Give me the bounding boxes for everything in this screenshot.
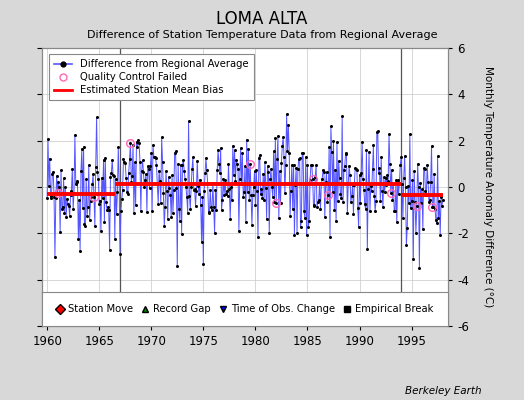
Text: Difference of Station Temperature Data from Regional Average: Difference of Station Temperature Data f… [87,30,437,40]
Text: LOMA ALTA: LOMA ALTA [216,10,308,28]
Text: Berkeley Earth: Berkeley Earth [406,386,482,396]
Legend: Station Move, Record Gap, Time of Obs. Change, Empirical Break: Station Move, Record Gap, Time of Obs. C… [53,301,436,317]
Legend: Difference from Regional Average, Quality Control Failed, Estimated Station Mean: Difference from Regional Average, Qualit… [49,54,254,100]
Y-axis label: Monthly Temperature Anomaly Difference (°C): Monthly Temperature Anomaly Difference (… [483,66,493,308]
